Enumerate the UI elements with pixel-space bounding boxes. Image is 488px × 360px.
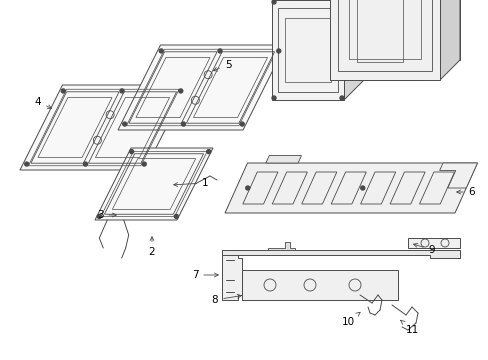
Circle shape	[97, 215, 101, 219]
Circle shape	[83, 162, 87, 166]
Polygon shape	[329, 0, 439, 80]
Polygon shape	[343, 0, 363, 100]
Text: 3: 3	[97, 210, 116, 220]
Polygon shape	[343, 0, 415, 80]
Circle shape	[218, 49, 222, 53]
Text: 1: 1	[173, 178, 208, 188]
Circle shape	[181, 122, 185, 126]
Polygon shape	[407, 238, 459, 248]
Circle shape	[206, 150, 210, 154]
Text: 9: 9	[413, 243, 434, 255]
Text: 8: 8	[211, 294, 241, 305]
Polygon shape	[222, 252, 242, 300]
Circle shape	[339, 96, 343, 100]
Polygon shape	[224, 163, 476, 213]
Polygon shape	[271, 0, 343, 100]
Polygon shape	[20, 85, 187, 170]
Circle shape	[142, 162, 146, 166]
Polygon shape	[363, 0, 435, 60]
Circle shape	[339, 0, 343, 4]
Polygon shape	[439, 163, 476, 188]
Text: 5: 5	[213, 60, 231, 71]
Circle shape	[343, 76, 347, 80]
Circle shape	[245, 186, 249, 190]
Circle shape	[129, 150, 133, 154]
Polygon shape	[95, 148, 213, 220]
Circle shape	[271, 0, 275, 4]
Text: 2: 2	[148, 237, 155, 257]
Text: 6: 6	[456, 187, 474, 197]
Circle shape	[61, 89, 65, 93]
Circle shape	[179, 89, 183, 93]
Circle shape	[411, 76, 415, 80]
Text: 10: 10	[341, 312, 359, 327]
Circle shape	[271, 96, 275, 100]
Polygon shape	[349, 0, 459, 60]
Polygon shape	[267, 242, 294, 250]
Circle shape	[276, 49, 280, 53]
Circle shape	[159, 49, 163, 53]
Polygon shape	[265, 156, 301, 163]
Polygon shape	[242, 270, 397, 300]
Polygon shape	[222, 250, 459, 258]
Circle shape	[122, 122, 126, 126]
Circle shape	[25, 162, 29, 166]
Circle shape	[360, 186, 364, 190]
Polygon shape	[439, 0, 459, 80]
Polygon shape	[291, 0, 363, 80]
Text: 11: 11	[400, 320, 418, 335]
Text: 7: 7	[191, 270, 218, 280]
Polygon shape	[118, 45, 285, 130]
Circle shape	[174, 215, 178, 219]
Circle shape	[120, 89, 124, 93]
Text: 4: 4	[35, 97, 52, 108]
Polygon shape	[415, 0, 435, 80]
Circle shape	[240, 122, 244, 126]
